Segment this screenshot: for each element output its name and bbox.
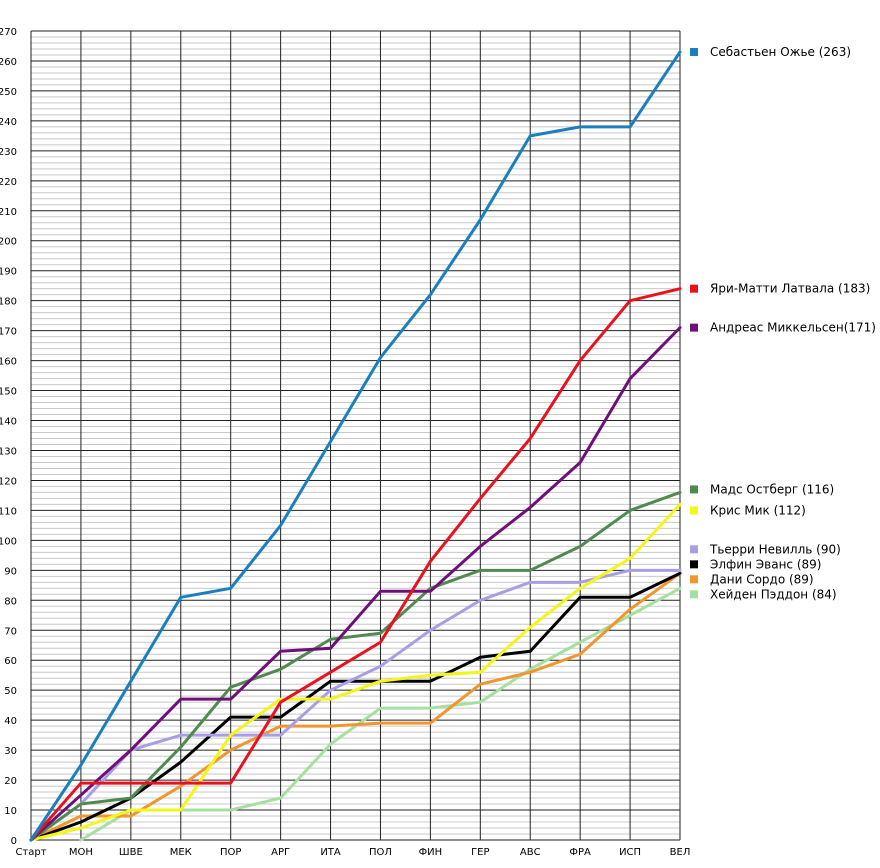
y-tick-label: 230: [0, 147, 17, 158]
x-tick-label: МОН: [69, 847, 93, 858]
y-tick-label: 240: [0, 117, 17, 128]
x-tick-label: ШВЕ: [119, 847, 143, 858]
y-tick-label: 20: [4, 776, 17, 787]
minor-grid: [31, 36, 680, 835]
y-tick-label: 60: [4, 656, 17, 667]
major-grid: [30, 30, 681, 841]
legend-label: Элфин Эванс (89): [710, 557, 821, 571]
y-tick-label: 170: [0, 327, 17, 338]
legend-swatch: [690, 590, 698, 599]
y-tick-label: 100: [0, 536, 17, 547]
x-tick-label: ГЕР: [471, 847, 489, 858]
legend-swatch: [690, 284, 698, 293]
y-tick-label: 140: [0, 417, 17, 428]
y-tick-label: 70: [4, 626, 17, 637]
y-tick-label: 190: [0, 267, 17, 278]
y-tick-label: 10: [4, 806, 17, 817]
series-line: [29, 287, 682, 842]
x-tick-label: ФИН: [419, 847, 443, 858]
legend-swatch: [690, 485, 698, 494]
x-axis-ticks: Старт МОН ШВЕ МЕК ПОР АРГ ИТА ПОЛ ФИН ГЕР АВС ФРА ИС…: [15, 847, 690, 858]
y-tick-label: 90: [4, 566, 17, 577]
series-line: [29, 568, 682, 842]
y-tick-label: 250: [0, 87, 17, 98]
legend-label: Мадс Остберг (116): [710, 482, 834, 496]
legend-label: Дани Сордо (89): [710, 572, 814, 586]
x-tick-label: ВЕЛ: [670, 847, 691, 858]
y-tick-label: 260: [0, 57, 17, 68]
legend-label: Тьерри Невилль (90): [709, 542, 841, 556]
legend-swatch: [690, 323, 698, 332]
legend-label: Андреас Миккельсен(171): [710, 321, 876, 335]
y-axis-ticks: 0 10 20 30 40 50 60 70 80 90 100 110 120 130 140 150 160…: [0, 27, 17, 847]
legend-swatch: [690, 545, 698, 554]
y-tick-label: 210: [0, 207, 17, 218]
y-tick-label: 130: [0, 446, 17, 457]
y-tick-label: 50: [4, 686, 17, 697]
series-line: [29, 490, 682, 842]
x-tick-label: ИСП: [619, 847, 641, 858]
legend: Себастьен Ожье (263) Яри-Матти Латвала (1…: [690, 45, 876, 601]
x-tick-label: ФРА: [569, 847, 591, 858]
y-tick-label: 0: [11, 836, 17, 847]
series-line: [29, 502, 682, 842]
x-tick-label: АВС: [520, 847, 541, 858]
y-tick-label: 180: [0, 297, 17, 308]
legend-label: Хейден Пэддон (84): [710, 587, 837, 601]
legend-swatch: [690, 560, 698, 569]
series-line: [29, 326, 682, 842]
y-tick-label: 160: [0, 357, 17, 368]
y-tick-label: 110: [0, 506, 17, 517]
y-tick-label: 40: [4, 716, 17, 727]
legend-swatch: [690, 47, 698, 56]
y-tick-label: 270: [0, 27, 17, 38]
legend-label: Яри-Матти Латвала (183): [710, 282, 870, 296]
legend-label: Крис Мик (112): [710, 503, 806, 517]
series-lines: [29, 50, 682, 842]
series-line: [29, 50, 682, 842]
y-tick-label: 30: [4, 746, 17, 757]
y-tick-label: 80: [4, 596, 17, 607]
x-tick-label: АРГ: [271, 847, 290, 858]
y-tick-label: 200: [0, 237, 17, 248]
legend-label: Себастьен Ожье (263): [710, 45, 851, 59]
y-tick-label: 150: [0, 387, 17, 398]
y-tick-label: 120: [0, 476, 17, 487]
series-line: [29, 571, 682, 842]
x-tick-label: Старт: [15, 847, 46, 858]
legend-swatch: [690, 506, 698, 515]
x-tick-label: ПОР: [220, 847, 241, 858]
x-tick-label: ПОЛ: [369, 847, 392, 858]
y-tick-label: 220: [0, 177, 17, 188]
x-tick-label: ИТА: [320, 847, 341, 858]
x-tick-label: МЕК: [170, 847, 192, 858]
legend-swatch: [690, 575, 698, 584]
